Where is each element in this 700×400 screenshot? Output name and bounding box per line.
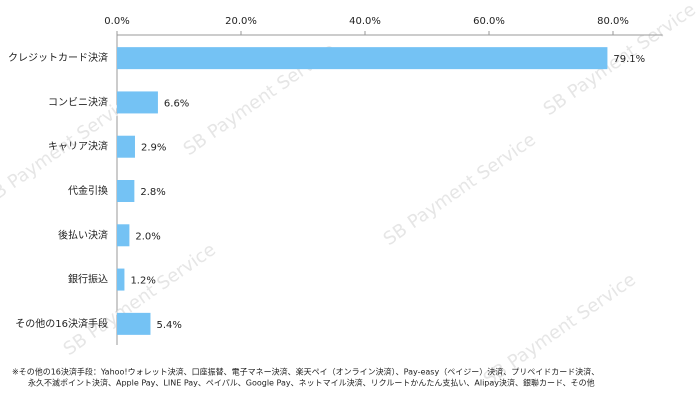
value-label: 2.8% [140,187,165,198]
watermark: SB Payment Service [60,239,220,360]
value-label: 79.1% [613,54,645,65]
y-tick-label: その他の16決済手段 [15,317,108,330]
x-tick-label: 80.0% [597,16,629,27]
bar [117,135,135,158]
y-tick-label: 代金引換 [68,184,108,197]
footnote: 永久不滅ポイント決済、Apple Pay、LINE Pay、ペイパル、Googl… [28,378,595,388]
value-label: 2.9% [141,143,166,154]
x-tick-label: 40.0% [349,16,381,27]
y-tick-label: キャリア決済 [48,140,108,153]
value-label: 2.0% [135,231,160,242]
x-tick-label: 20.0% [225,16,257,27]
x-tick-label: 60.0% [473,16,505,27]
footnote: ※その他の16決済手段：Yahoo!ウォレット決済、口座振替、電子マネー決済、楽… [12,367,599,377]
bar [117,268,125,291]
bar [117,180,135,202]
bar [117,312,151,335]
y-tick-label: 後払い決済 [58,228,108,241]
y-tick-label: コンビニ決済 [48,95,108,108]
bar [117,91,158,114]
value-label: 6.6% [164,98,189,109]
value-label: 1.2% [130,276,155,287]
y-tick-label: クレジットカード決済 [8,51,108,64]
bar [117,224,130,247]
x-tick-label: 0.0% [104,16,129,27]
watermark: SB Payment Service [380,129,540,250]
bar [117,47,608,70]
value-label: 5.4% [156,320,181,331]
y-tick-label: 銀行振込 [68,273,108,286]
